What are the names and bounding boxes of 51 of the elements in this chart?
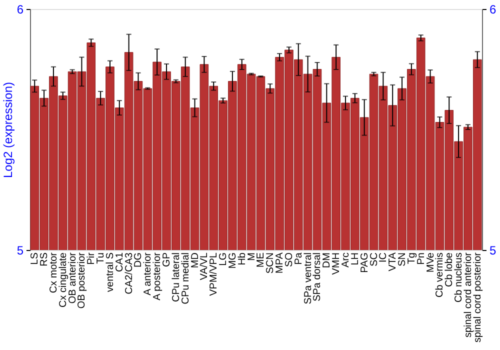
x-tick-label: VTA xyxy=(388,252,399,272)
x-tick-label: MPA xyxy=(274,252,286,274)
x-tick-label: M xyxy=(246,252,258,261)
y-axis-title: Log2 (expression) xyxy=(0,82,15,178)
x-tick-label: Cb lobe xyxy=(444,252,456,287)
x-tick-label: ME xyxy=(256,252,267,268)
x-tick-label: Cx motor xyxy=(48,252,60,294)
x-tick-label: MVe xyxy=(425,252,436,273)
y2-tick-label: 6 xyxy=(490,2,496,16)
x-tick-label: SPa ventral xyxy=(302,252,314,304)
x-tick-label: spinal cord posterior xyxy=(472,252,484,343)
x-tick-label: MD xyxy=(190,252,201,268)
x-tick-label: SPa dorsal xyxy=(312,252,324,302)
x-tick-label: OB anterior xyxy=(67,252,78,304)
x-tick-label: CA1 xyxy=(114,252,126,272)
x-tick-label: A anterior xyxy=(142,252,154,296)
x-tick-label: VPM/VPL xyxy=(208,252,220,296)
x-tick-label: SC xyxy=(368,252,380,266)
x-tick-label: ventral S xyxy=(104,252,116,292)
x-tick-label: Pa xyxy=(293,252,304,265)
x-tick-label: DM xyxy=(322,252,333,268)
x-tick-label: SCN xyxy=(265,252,276,274)
x-tick-label: VA/VL xyxy=(199,252,210,280)
x-tick-label: A posterior xyxy=(152,252,164,300)
x-tick-label: RS xyxy=(39,252,50,266)
x-tick-label: PAG xyxy=(359,252,370,273)
x-tick-label: Arc xyxy=(340,252,352,268)
x-tick-label: IC xyxy=(378,252,390,262)
x-tick-label: Pn xyxy=(416,252,427,265)
x-tick-label: CPu medial xyxy=(180,252,192,304)
x-tick-label: Pir xyxy=(86,252,98,265)
x-tick-label: LH xyxy=(350,252,361,266)
x-tick-label: GP xyxy=(162,252,173,267)
x-tick-label: SO xyxy=(284,252,295,267)
x-tick-label: Tg xyxy=(406,252,418,264)
x-tick-label: SN xyxy=(397,252,408,266)
x-tick-label: Cx cingulate xyxy=(58,252,69,308)
x-tick-label: CPu lateral xyxy=(170,252,182,302)
x-tick-label: LG xyxy=(218,252,230,266)
x-tick-label: Cb vermis xyxy=(434,252,446,298)
x-tick-label: CA2/CA3 xyxy=(124,252,135,294)
x-tick-label: OB posterior xyxy=(76,252,88,309)
x-tick-label: DG xyxy=(133,252,144,268)
x-tick-label: Hb xyxy=(236,252,248,266)
x-tick-label: VMH xyxy=(331,252,342,275)
x-tick-label: Tu xyxy=(96,252,107,264)
x-tick-label: spinal cord anterior xyxy=(462,252,474,338)
y2-tick-label: 5 xyxy=(490,244,496,258)
x-tick-label: LS xyxy=(30,252,41,265)
x-tick-label: Cb nucleus xyxy=(454,252,465,303)
x-tick-label: MG xyxy=(227,252,238,269)
